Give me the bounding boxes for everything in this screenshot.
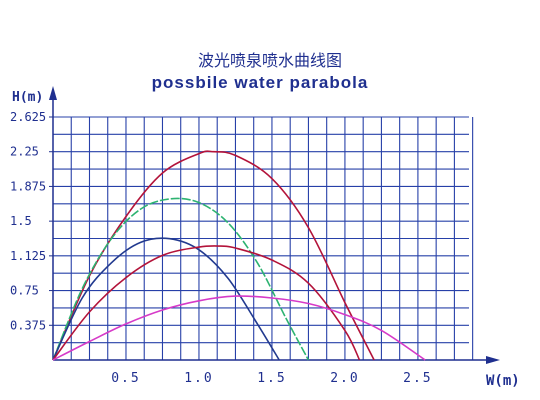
y-tick-label: 2.625	[10, 110, 46, 124]
x-tick-label: 1.5	[257, 371, 286, 386]
chart-title: 波光喷泉喷水曲线图	[197, 51, 342, 70]
y-tick-label: 1.125	[10, 249, 46, 263]
y-axis-label: H(m)	[12, 90, 43, 105]
series-line-2	[52, 197, 310, 361]
series-lines	[52, 150, 426, 361]
chart-subtitle: possbile water parabola	[151, 73, 369, 92]
y-tick-label: 1.5	[10, 214, 32, 228]
x-axis-arrow	[486, 356, 500, 364]
tick-labels: 0.375 0.75 1.125 1.5 1.875 2.25 2.625 0.5 1.0 1.5…	[10, 110, 432, 386]
y-tick-label: 0.75	[10, 284, 39, 298]
series-line-4	[52, 245, 361, 361]
y-axis-arrow	[49, 86, 57, 100]
x-tick-label: 0.5	[111, 371, 140, 386]
series-line-5	[52, 295, 426, 361]
series-line-1	[52, 150, 375, 361]
x-tick-label: 1.0	[184, 371, 213, 386]
y-tick-label: 2.25	[10, 145, 39, 159]
x-tick-label: 2.0	[330, 371, 359, 386]
y-tick-label: 0.375	[10, 318, 46, 332]
x-axis-label: W(m)	[486, 373, 520, 389]
grid	[53, 116, 474, 360]
y-tick-label: 1.875	[10, 179, 46, 193]
series-line-3	[52, 237, 280, 361]
axes: H(m) W(m)	[12, 86, 520, 389]
x-tick-label: 2.5	[403, 371, 432, 386]
